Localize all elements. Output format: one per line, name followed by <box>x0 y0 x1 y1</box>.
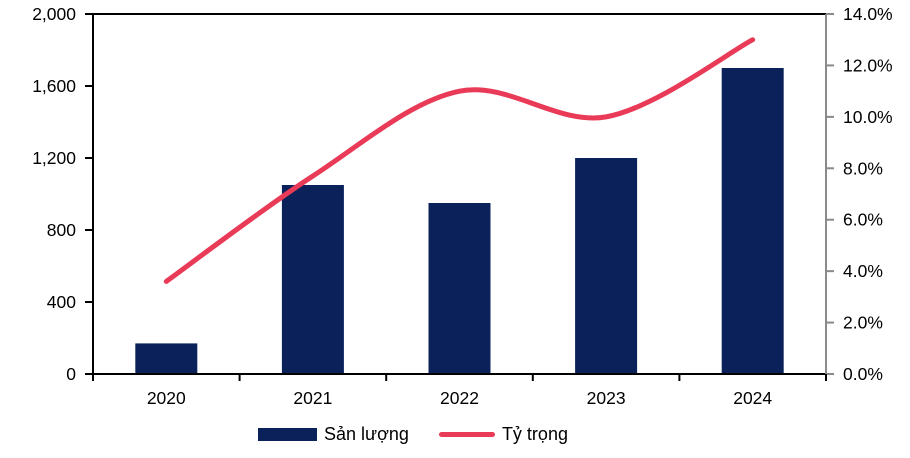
bar-2024 <box>721 68 784 374</box>
y-right-tick-label: 10.0% <box>843 107 893 127</box>
y-left-tick-label: 2,000 <box>32 4 76 24</box>
y-right-tick-label: 2.0% <box>843 313 883 333</box>
y-right-tick-label: 6.0% <box>843 210 883 230</box>
legend-line-label: Tỷ trọng <box>501 423 568 444</box>
y-left-tick-label: 1,600 <box>32 76 76 96</box>
x-tick-label: 2022 <box>440 388 479 408</box>
legend-line-swatch-icon <box>438 431 495 437</box>
y-left-tick-label: 1,200 <box>32 148 76 168</box>
y-right-tick-label: 8.0% <box>843 158 883 178</box>
legend-item-ty-trong: Tỷ trọng <box>438 423 568 445</box>
bar-2020 <box>135 343 198 374</box>
y-left-tick-label: 0 <box>66 364 76 384</box>
y-left-tick-label: 800 <box>47 220 76 240</box>
y-right-tick-label: 14.0% <box>843 4 893 24</box>
line-series-ty-trong <box>163 37 756 284</box>
x-tick-label: 2023 <box>587 388 626 408</box>
legend-bar-label: Sản lượng <box>324 423 409 444</box>
y-right-tick-label: 0.0% <box>843 364 883 384</box>
y-left-tick-label: 400 <box>47 292 76 312</box>
bar-2021 <box>281 185 344 374</box>
bar-2023 <box>575 158 638 374</box>
x-tick-label: 2020 <box>147 388 186 408</box>
y-right-tick-label: 12.0% <box>843 55 893 75</box>
bar-2022 <box>428 203 491 374</box>
legend-bar-swatch-icon <box>258 427 318 441</box>
chart-legend: Sản lượng Tỷ trọng <box>0 420 826 448</box>
legend-item-san-luong: Sản lượng <box>258 424 409 445</box>
x-tick-label: 2021 <box>293 388 332 408</box>
x-tick-label: 2024 <box>733 388 772 408</box>
y-right-tick-label: 4.0% <box>843 261 883 281</box>
